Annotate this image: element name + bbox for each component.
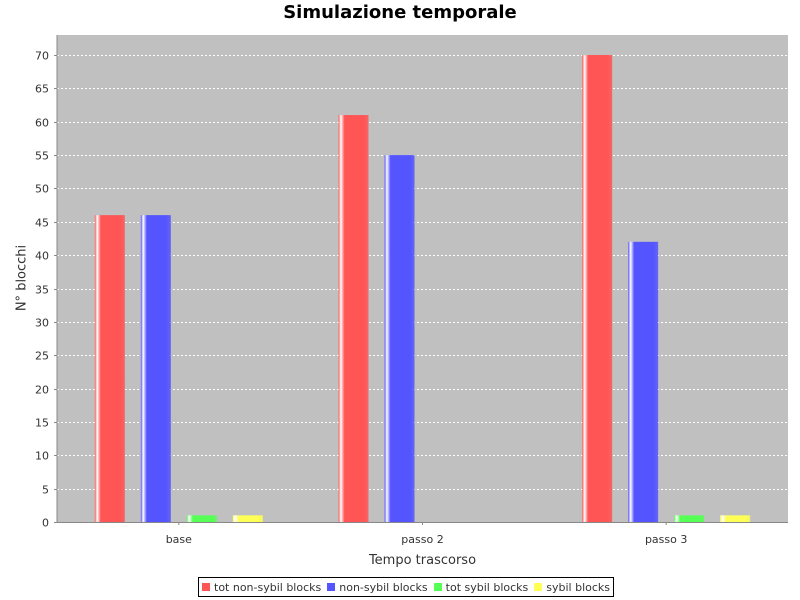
bar-tot-sybil-blocks-base — [186, 515, 217, 522]
plot-area-background — [57, 35, 788, 522]
legend-label: tot sybil blocks — [445, 580, 529, 594]
y-tick-label: 0 — [42, 517, 49, 530]
bar-non-sybil-blocks-base — [140, 215, 171, 522]
legend-item: non-sybil blocks — [327, 580, 428, 594]
y-tick-label: 45 — [35, 217, 49, 230]
y-tick-label: 60 — [35, 117, 49, 130]
legend-label: non-sybil blocks — [339, 580, 428, 594]
chart-title: Simulazione temporale — [283, 2, 517, 23]
x-tick-label: passo 2 — [401, 533, 443, 546]
y-tick-label: 35 — [35, 284, 49, 297]
y-tick-label: 10 — [35, 450, 49, 463]
legend-item: tot sybil blocks — [433, 580, 529, 594]
legend-label: tot non-sybil blocks — [214, 580, 322, 594]
legend-label: sybil blocks — [546, 580, 611, 594]
y-tick-label: 20 — [35, 384, 49, 397]
y-axis-ticks: 0 5 10 15 20 25 30 35 40 45 50 55 60 65 70 — [35, 50, 57, 530]
bar-non-sybil-blocks-passo-3 — [628, 241, 659, 522]
y-tick-label: 30 — [35, 317, 49, 330]
y-axis-title-text: N° blocchi — [14, 244, 30, 312]
legend-swatch — [327, 583, 336, 591]
x-axis-ticks: base passo 2 passo 3 — [166, 522, 687, 546]
x-tick-label: passo 3 — [645, 533, 687, 546]
legend: tot non-sybil blocks non-sybil blocks tot … — [198, 577, 615, 597]
y-tick-label: 5 — [42, 484, 49, 497]
bar-tot-sybil-blocks-passo-3 — [674, 515, 705, 522]
legend-swatch — [534, 583, 543, 591]
bar-non-sybil-blocks-passo-2 — [384, 155, 415, 522]
y-tick-label: 25 — [35, 350, 49, 363]
x-axis-title: Tempo trascorso — [368, 553, 477, 568]
bar-tot-non-sybil-blocks-passo-3 — [582, 55, 613, 522]
gridlines — [57, 55, 788, 490]
bar-sybil-blocks-passo-3 — [720, 515, 751, 522]
y-tick-label: 65 — [35, 83, 49, 96]
legend-item: sybil blocks — [534, 581, 610, 594]
legend-item: tot non-sybil blocks — [202, 581, 321, 594]
y-tick-label: 55 — [35, 150, 49, 163]
bar-tot-non-sybil-blocks-passo-2 — [338, 115, 369, 522]
y-tick-label: 15 — [35, 417, 49, 430]
legend-swatch — [202, 583, 210, 591]
bar-sybil-blocks-base — [232, 515, 263, 522]
bar-tot-non-sybil-blocks-base — [94, 215, 125, 522]
bars — [94, 55, 751, 522]
y-tick-label: 70 — [35, 50, 49, 63]
legend-swatch — [433, 583, 442, 591]
y-tick-label: 50 — [35, 183, 49, 196]
y-tick-label: 40 — [35, 250, 49, 263]
x-tick-label: base — [166, 533, 192, 546]
